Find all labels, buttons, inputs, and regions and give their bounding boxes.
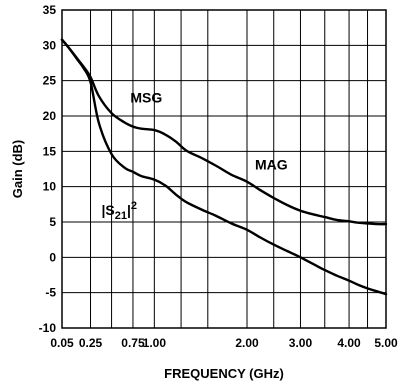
curve-layer [60,38,388,296]
x-tick-label: 4.00 [337,336,361,350]
mag-label: MAG [255,157,288,173]
x-tick-label: 0.25 [79,336,103,350]
y-tick-label: 35 [43,3,57,17]
msg-label: MSG [130,90,162,106]
x-tick-label: 0.75 [121,336,145,350]
plot-frame [61,9,387,329]
grid-layer [61,9,387,329]
y-tick-label: 30 [43,38,57,52]
x-axis-title: FREQUENCY (GHz) [164,366,284,381]
y-tick-label: 0 [49,250,56,264]
y-tick-label: -10 [39,321,57,335]
x-tick-label: 3.00 [289,336,313,350]
x-tick-labels: 0.05 0.25 0.751.00 2.00 3.00 4.00 5.00 [50,336,398,350]
y-tick-labels: 35 30 25 20 15 10 5 0 -5 -10 [39,3,57,335]
s21-curve [60,38,388,296]
y-tick-label: 25 [43,74,57,88]
y-tick-label: 5 [49,215,56,229]
msg-mag-curve [60,38,388,226]
s21-label: |S21|2 [101,200,137,222]
x-tick-label: 5.00 [374,336,398,350]
y-tick-label: 15 [43,144,57,158]
x-tick-label: 0.05 [50,336,74,350]
x-tick-label: 2.00 [235,336,259,350]
curve-annotations: MSG MAG |S21|2 [101,90,287,222]
x-tick-label: 1.00 [143,336,167,350]
y-tick-label: 10 [43,180,57,194]
y-axis-title: Gain (dB) [10,140,25,199]
y-tick-label: -5 [45,286,56,300]
y-tick-label: 20 [43,109,57,123]
